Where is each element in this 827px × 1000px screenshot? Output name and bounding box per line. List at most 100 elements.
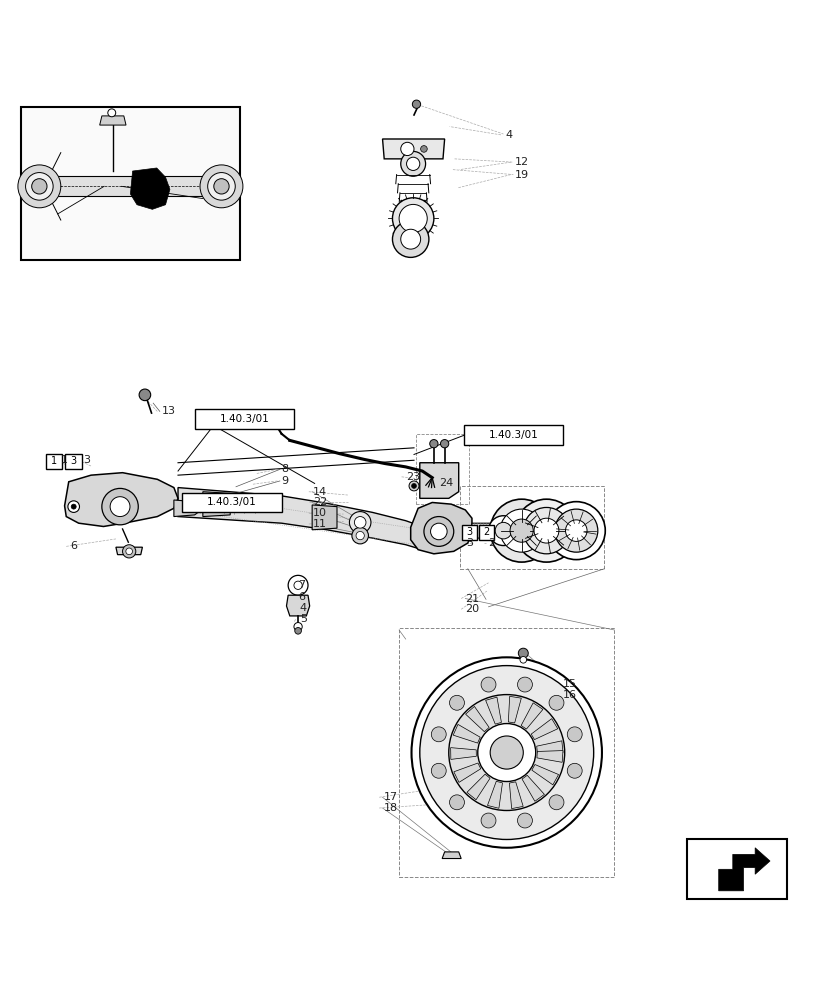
Polygon shape bbox=[508, 696, 521, 723]
Circle shape bbox=[68, 501, 79, 512]
Polygon shape bbox=[203, 492, 230, 517]
Bar bbox=[399, 628, 614, 877]
Bar bbox=[463, 425, 562, 445]
Text: 2: 2 bbox=[488, 538, 495, 548]
Bar bbox=[415, 434, 469, 504]
Circle shape bbox=[294, 623, 302, 631]
Circle shape bbox=[488, 516, 518, 546]
Text: 15: 15 bbox=[562, 679, 576, 689]
Circle shape bbox=[509, 519, 533, 542]
Circle shape bbox=[400, 151, 425, 176]
Text: 1.40.3/01: 1.40.3/01 bbox=[207, 497, 256, 507]
Circle shape bbox=[200, 165, 242, 208]
Circle shape bbox=[449, 695, 464, 710]
Polygon shape bbox=[531, 765, 558, 785]
Polygon shape bbox=[174, 500, 200, 517]
Circle shape bbox=[554, 509, 597, 552]
Circle shape bbox=[356, 531, 364, 540]
Circle shape bbox=[122, 545, 136, 558]
Circle shape bbox=[208, 173, 235, 200]
Polygon shape bbox=[466, 774, 490, 800]
Circle shape bbox=[533, 518, 558, 543]
Circle shape bbox=[108, 109, 116, 117]
Bar bbox=[686, 839, 786, 899]
Text: 8: 8 bbox=[281, 464, 289, 474]
Polygon shape bbox=[487, 781, 502, 808]
Circle shape bbox=[490, 736, 523, 769]
Circle shape bbox=[517, 813, 532, 828]
Circle shape bbox=[430, 523, 447, 540]
Text: 4: 4 bbox=[299, 603, 307, 613]
Circle shape bbox=[419, 666, 593, 839]
Circle shape bbox=[566, 727, 581, 742]
Circle shape bbox=[411, 657, 601, 848]
Circle shape bbox=[490, 499, 552, 562]
Polygon shape bbox=[99, 116, 126, 125]
Circle shape bbox=[400, 142, 414, 156]
Polygon shape bbox=[382, 139, 444, 159]
Circle shape bbox=[102, 488, 138, 525]
Circle shape bbox=[449, 795, 464, 810]
Text: 24: 24 bbox=[438, 478, 452, 488]
Text: 1: 1 bbox=[50, 456, 57, 466]
Circle shape bbox=[420, 146, 427, 152]
Circle shape bbox=[392, 221, 428, 257]
Circle shape bbox=[349, 512, 370, 533]
Text: 6: 6 bbox=[298, 592, 304, 602]
Circle shape bbox=[566, 763, 581, 778]
Circle shape bbox=[18, 165, 60, 208]
Circle shape bbox=[518, 648, 528, 658]
Circle shape bbox=[412, 100, 420, 108]
Text: 9: 9 bbox=[281, 476, 289, 486]
Circle shape bbox=[565, 520, 586, 541]
Polygon shape bbox=[536, 751, 562, 762]
Polygon shape bbox=[410, 502, 471, 554]
Polygon shape bbox=[485, 697, 501, 724]
Polygon shape bbox=[131, 168, 170, 209]
Bar bbox=[65, 454, 82, 469]
Text: 3: 3 bbox=[466, 538, 472, 548]
Circle shape bbox=[519, 656, 526, 663]
Bar bbox=[45, 454, 62, 469]
Text: 5: 5 bbox=[299, 614, 306, 624]
Bar bbox=[21, 107, 240, 260]
Circle shape bbox=[110, 497, 130, 517]
Circle shape bbox=[294, 628, 301, 634]
Text: 10: 10 bbox=[313, 508, 327, 518]
Circle shape bbox=[294, 581, 302, 589]
Polygon shape bbox=[38, 176, 222, 196]
Circle shape bbox=[139, 389, 151, 401]
Bar bbox=[479, 525, 494, 540]
Bar bbox=[194, 409, 294, 429]
Polygon shape bbox=[116, 547, 142, 555]
Circle shape bbox=[288, 575, 308, 595]
Text: 20: 20 bbox=[465, 604, 479, 614]
Circle shape bbox=[548, 795, 563, 810]
Polygon shape bbox=[442, 852, 461, 859]
Circle shape bbox=[440, 440, 448, 448]
Polygon shape bbox=[718, 848, 769, 891]
Circle shape bbox=[354, 517, 366, 528]
Circle shape bbox=[431, 763, 446, 778]
Polygon shape bbox=[453, 763, 480, 782]
Polygon shape bbox=[509, 782, 523, 809]
Circle shape bbox=[71, 504, 76, 509]
Polygon shape bbox=[520, 703, 543, 729]
Circle shape bbox=[517, 677, 532, 692]
Circle shape bbox=[126, 548, 132, 555]
Polygon shape bbox=[536, 741, 562, 753]
Bar bbox=[461, 525, 476, 540]
Polygon shape bbox=[465, 706, 489, 732]
Text: 1: 1 bbox=[60, 455, 67, 465]
Polygon shape bbox=[531, 719, 557, 740]
Polygon shape bbox=[286, 595, 309, 616]
Circle shape bbox=[213, 179, 229, 194]
Circle shape bbox=[351, 527, 368, 544]
Circle shape bbox=[514, 499, 577, 562]
Bar bbox=[182, 493, 281, 512]
Circle shape bbox=[429, 440, 437, 448]
Circle shape bbox=[431, 727, 446, 742]
Circle shape bbox=[523, 507, 569, 554]
Text: 17: 17 bbox=[383, 792, 397, 802]
Text: 14: 14 bbox=[313, 487, 327, 497]
